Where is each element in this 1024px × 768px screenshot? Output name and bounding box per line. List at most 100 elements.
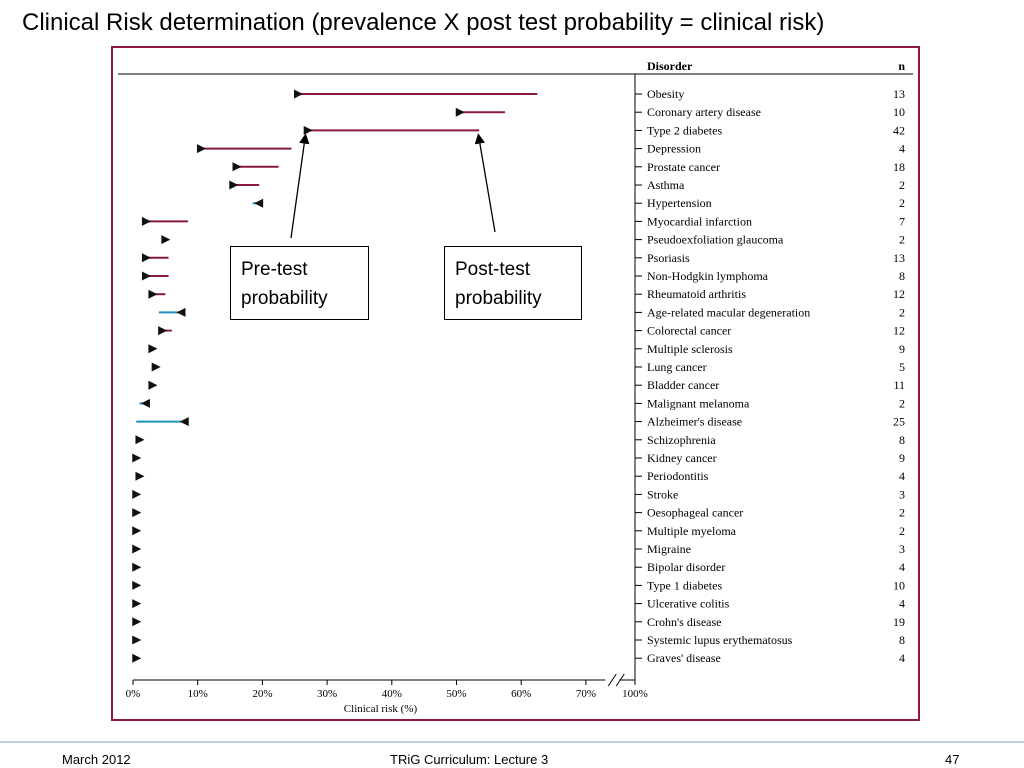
- chart-frame: Disorder n 0% 10% 20% 30% 40% 50% 60% 70% 100% Clin…: [111, 46, 920, 721]
- disorder-label: Alzheimer's disease: [647, 415, 742, 429]
- x-tick-label: 100%: [622, 688, 648, 700]
- sample-size-label: 9: [899, 342, 905, 356]
- pre-test-marker: [135, 471, 145, 481]
- footer-page-number: 47: [945, 752, 960, 767]
- disorder-label: Systemic lupus erythematosus: [647, 633, 793, 647]
- disorder-label: Asthma: [647, 178, 685, 192]
- sample-size-label: 4: [899, 560, 905, 574]
- sample-size-label: 19: [893, 615, 905, 629]
- risk-chart: Disorder n 0% 10% 20% 30% 40% 50% 60% 70% 100% Clin…: [118, 59, 913, 715]
- sample-size-label: 7: [899, 214, 905, 228]
- sample-size-label: 18: [893, 160, 905, 174]
- disorder-label: Type 2 diabetes: [647, 123, 722, 137]
- pre-test-marker: [229, 180, 239, 190]
- slide-title: Clinical Risk determination (prevalence …: [22, 9, 825, 36]
- disorder-label: Malignant melanoma: [647, 396, 750, 410]
- sample-size-label: 2: [899, 396, 905, 410]
- sample-size-label: 8: [899, 633, 905, 647]
- disorder-label: Non-Hodgkin lymphoma: [647, 269, 769, 283]
- disorder-label: Bipolar disorder: [647, 560, 725, 574]
- disorder-label: Schizophrenia: [647, 433, 716, 447]
- disorder-label: Multiple sclerosis: [647, 342, 733, 356]
- pre-test-marker: [132, 617, 142, 627]
- disorder-label: Prostate cancer: [647, 160, 720, 174]
- axis-break-mark: [607, 673, 617, 687]
- x-tick-label: 30%: [317, 688, 337, 700]
- sample-size-label: 2: [899, 506, 905, 520]
- sample-size-label: 2: [899, 305, 905, 319]
- disorder-label: Coronary artery disease: [647, 105, 761, 119]
- sample-size-label: 2: [899, 233, 905, 247]
- disorder-label: Crohn's disease: [647, 615, 721, 629]
- footer-lecture: TRiG Curriculum: Lecture 3: [390, 752, 549, 767]
- x-tick-label: 40%: [382, 688, 402, 700]
- header-n: n: [898, 59, 905, 73]
- footer-date: March 2012: [62, 752, 131, 767]
- pre-test-marker: [196, 144, 206, 154]
- footer-rule: [0, 741, 1024, 743]
- sample-size-label: 2: [899, 524, 905, 538]
- pre-test-marker: [158, 326, 168, 336]
- pre-test-marker: [132, 562, 142, 572]
- disorder-label: Ulcerative colitis: [647, 597, 730, 611]
- pre-test-marker: [132, 580, 142, 590]
- pre-test-marker: [232, 162, 242, 172]
- pre-test-marker: [132, 526, 142, 536]
- sample-size-label: 5: [899, 360, 905, 374]
- pre-test-marker: [132, 453, 142, 463]
- disorder-label: Depression: [647, 142, 701, 156]
- sample-size-label: 4: [899, 142, 905, 156]
- pre-test-marker: [148, 289, 158, 299]
- pre-test-marker: [140, 398, 150, 408]
- sample-size-label: 4: [899, 469, 905, 483]
- sample-size-label: 9: [899, 451, 905, 465]
- disorder-label: Multiple myeloma: [647, 524, 737, 538]
- pre-test-marker: [132, 508, 142, 518]
- x-axis-label: Clinical risk (%): [344, 703, 418, 715]
- sample-size-label: 3: [899, 542, 905, 556]
- sample-size-label: 11: [893, 378, 905, 392]
- disorder-label: Stroke: [647, 487, 678, 501]
- sample-size-label: 12: [893, 324, 905, 338]
- sample-size-label: 8: [899, 433, 905, 447]
- pre-test-callout-line2: probability: [241, 288, 328, 309]
- pre-test-marker: [132, 489, 142, 499]
- disorder-label: Kidney cancer: [647, 451, 717, 465]
- axis-break-mark: [615, 673, 625, 687]
- pre-test-marker: [455, 107, 465, 117]
- sample-size-label: 2: [899, 196, 905, 210]
- pre-test-marker: [132, 544, 142, 554]
- pre-test-marker: [254, 198, 264, 208]
- sample-size-label: 10: [893, 578, 905, 592]
- pre-test-marker: [141, 216, 151, 226]
- pre-test-marker: [132, 635, 142, 645]
- header-disorder: Disorder: [647, 59, 693, 73]
- disorder-label: Myocardial infarction: [647, 214, 752, 228]
- x-tick-label: 50%: [446, 688, 466, 700]
- sample-size-label: 4: [899, 651, 905, 665]
- x-tick-label: 60%: [511, 688, 531, 700]
- x-tick-label: 0%: [126, 688, 141, 700]
- disorder-label: Graves' disease: [647, 651, 721, 665]
- pre-test-marker: [151, 362, 161, 372]
- disorder-label: Pseudoexfoliation glaucoma: [647, 233, 784, 247]
- disorder-label: Obesity: [647, 87, 684, 101]
- disorder-label: Migraine: [647, 542, 691, 556]
- pre-test-marker: [293, 89, 303, 99]
- pre-test-marker: [303, 125, 313, 135]
- disorder-label: Periodontitis: [647, 469, 709, 483]
- disorder-label: Colorectal cancer: [647, 324, 731, 338]
- post-test-callout: Post-test probability: [444, 246, 582, 320]
- pre-test-marker: [161, 235, 171, 245]
- disorder-label: Lung cancer: [647, 360, 707, 374]
- pre-test-marker: [132, 599, 142, 609]
- disorder-label: Rheumatoid arthritis: [647, 287, 746, 301]
- pre-test-callout: Pre-test probability: [230, 246, 369, 320]
- sample-size-label: 13: [893, 87, 905, 101]
- sample-size-label: 4: [899, 597, 905, 611]
- pre-test-callout-line1: Pre-test: [241, 259, 308, 280]
- sample-size-label: 12: [893, 287, 905, 301]
- disorder-label: Bladder cancer: [647, 378, 719, 392]
- disorder-label: Psoriasis: [647, 251, 690, 265]
- post-test-arrow: [474, 133, 496, 233]
